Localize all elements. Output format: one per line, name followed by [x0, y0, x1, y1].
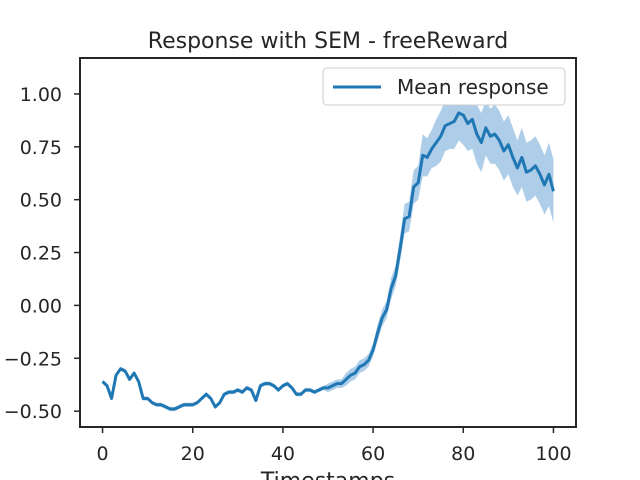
x-axis-label: Timestamps [260, 469, 395, 480]
y-tick-label: 1.00 [20, 84, 62, 106]
legend-label: Mean response [397, 75, 549, 99]
y-tick-label: 0.00 [20, 295, 62, 317]
legend: Mean response [322, 67, 566, 106]
y-tick-label: 0.25 [20, 243, 62, 265]
x-tick-label: 80 [451, 443, 475, 465]
axes-frame [79, 57, 577, 428]
x-tick-label: 40 [271, 443, 295, 465]
y-tick-label: −0.50 [4, 401, 62, 423]
y-axis-ticks: −0.50 −0.25 0.00 0.25 0.50 0.75 1.00 [4, 84, 80, 423]
y-tick-label: −0.25 [4, 348, 62, 370]
x-axis-ticks: 0 20 40 60 80 100 [96, 427, 572, 465]
x-tick-label: 0 [96, 443, 108, 465]
x-tick-label: 60 [361, 443, 385, 465]
x-tick-label: 100 [535, 443, 571, 465]
mean-response-line [101, 111, 555, 411]
y-tick-label: 0.75 [20, 137, 62, 159]
chart-title: Response with SEM - freeReward [148, 29, 508, 54]
sem-band [102, 85, 554, 412]
legend-box [322, 67, 566, 106]
plot-area [101, 85, 555, 412]
y-tick-label: 0.50 [20, 190, 62, 212]
x-tick-label: 20 [181, 443, 205, 465]
